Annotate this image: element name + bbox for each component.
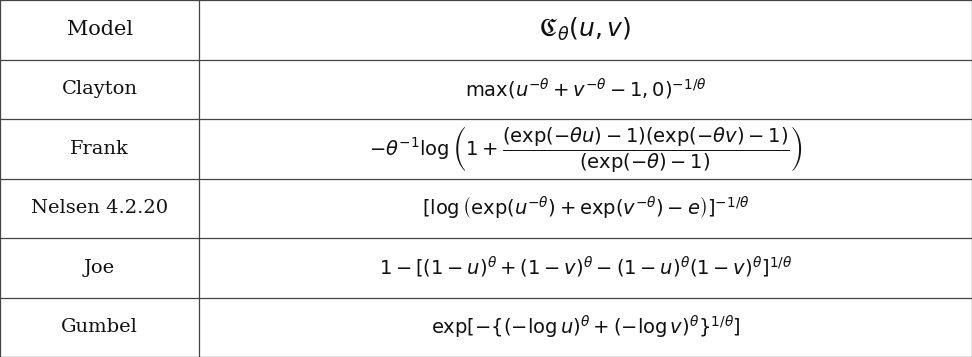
Text: Model: Model xyxy=(66,20,133,39)
Text: Joe: Joe xyxy=(84,259,116,277)
Text: $\exp[-\{(-\log u)^{\theta} + (-\log v)^{\theta}\}^{1/\theta}]$: $\exp[-\{(-\log u)^{\theta} + (-\log v)^… xyxy=(431,314,741,341)
Text: $[\log\left(\exp(u^{-\theta}) + \exp(v^{-\theta}) - e\right)]^{-1/\theta}$: $[\log\left(\exp(u^{-\theta}) + \exp(v^{… xyxy=(422,195,749,222)
Text: $\mathfrak{C}_{\theta}(u,v)$: $\mathfrak{C}_{\theta}(u,v)$ xyxy=(539,16,632,43)
Text: Frank: Frank xyxy=(70,140,129,158)
Text: Gumbel: Gumbel xyxy=(61,318,138,336)
Text: Clayton: Clayton xyxy=(61,80,138,98)
Text: $1 - [(1-u)^{\theta} + (1-v)^{\theta} - (1-u)^{\theta}(1-v)^{\theta}]^{1/\theta}: $1 - [(1-u)^{\theta} + (1-v)^{\theta} - … xyxy=(379,255,792,280)
Text: $\mathrm{max}(u^{-\theta} + v^{-\theta} - 1, 0)^{-1/\theta}$: $\mathrm{max}(u^{-\theta} + v^{-\theta} … xyxy=(465,77,707,102)
Text: $-\theta^{-1} \log \left(1 + \dfrac{(\exp(-\theta u)-1)(\exp(-\theta v)-1)}{(\ex: $-\theta^{-1} \log \left(1 + \dfrac{(\ex… xyxy=(369,124,802,174)
Text: Nelsen 4.2.20: Nelsen 4.2.20 xyxy=(31,199,168,217)
